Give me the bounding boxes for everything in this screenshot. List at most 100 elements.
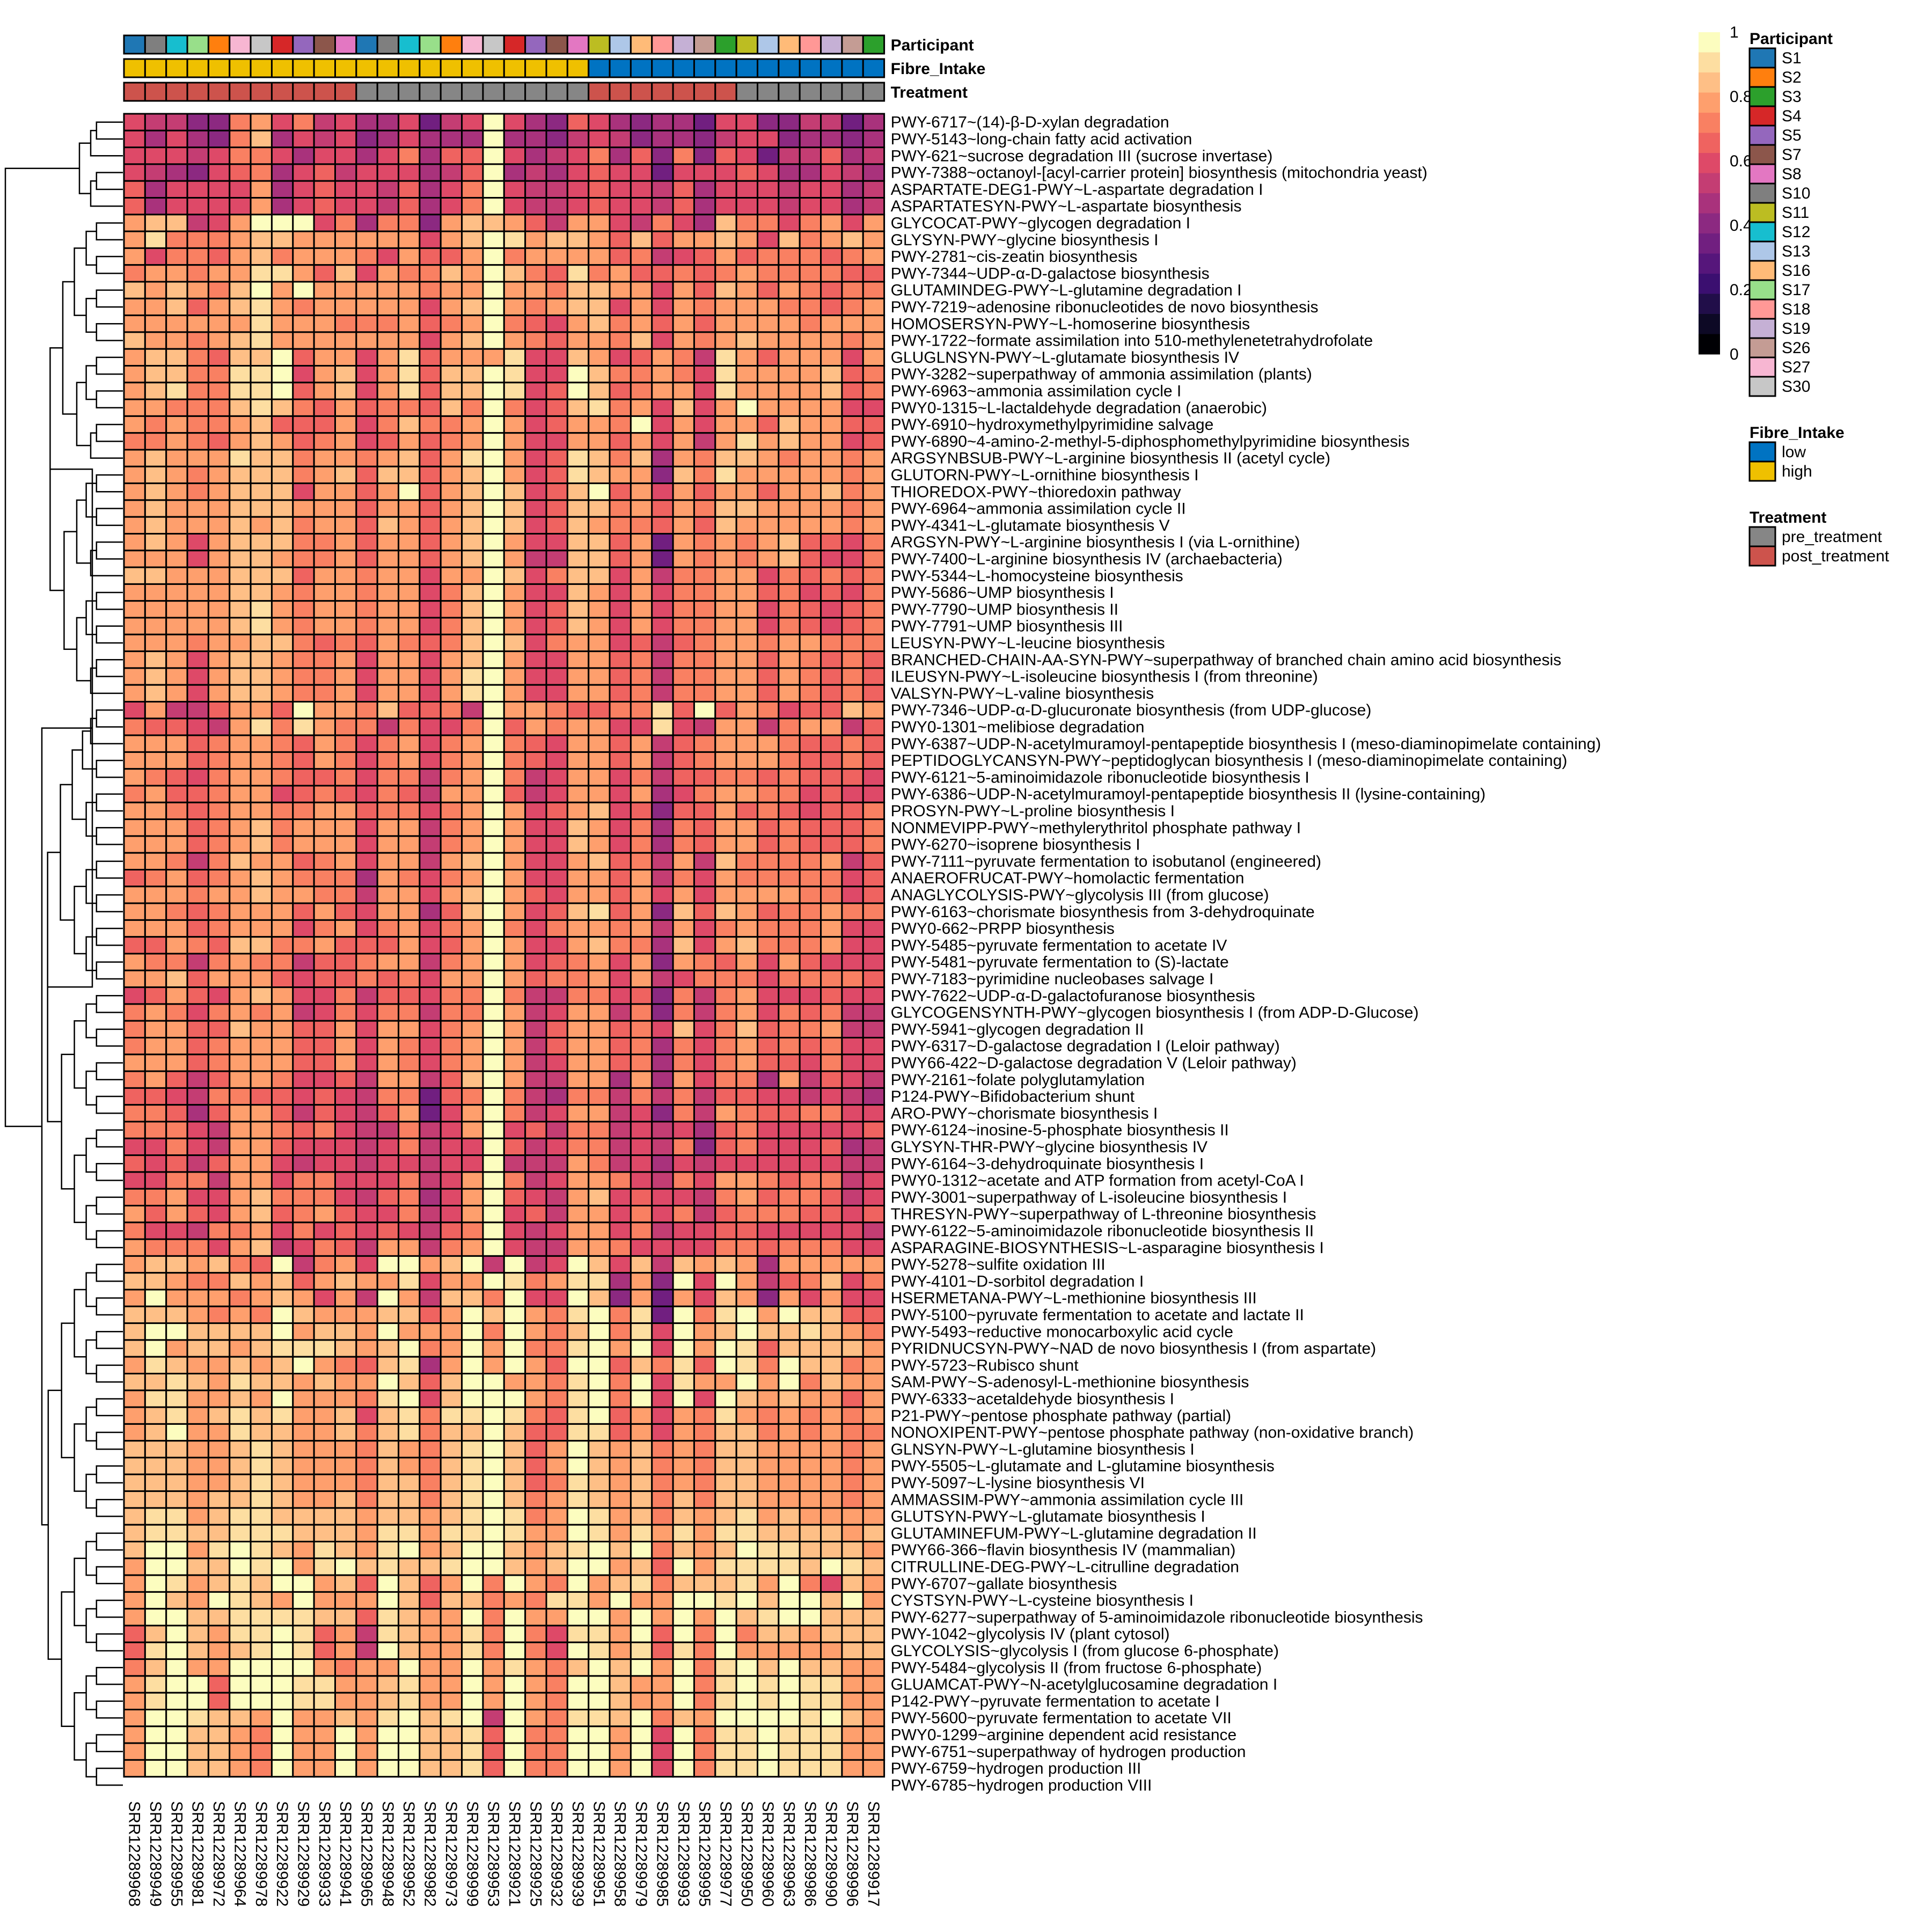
heatmap-cell	[292, 314, 315, 333]
row-label: GLUGLNSYN-PWY~L-glutamate biosynthesis I…	[891, 349, 1239, 367]
annotation-cell	[588, 82, 611, 102]
heatmap-cell	[862, 566, 885, 585]
heatmap-cell	[461, 180, 484, 199]
heatmap-cell	[799, 230, 822, 249]
heatmap-cell	[313, 617, 336, 635]
row-label: PWY-7111~pyruvate fermentation to isobut…	[891, 853, 1321, 870]
annotation-cell	[186, 34, 209, 55]
heatmap-cell	[693, 1473, 716, 1492]
heatmap-cell	[862, 1322, 885, 1341]
heatmap-cell	[440, 885, 463, 904]
column-label: SRR12289921	[506, 1801, 523, 1907]
heatmap-cell	[609, 633, 632, 653]
heatmap-cell	[714, 1541, 737, 1560]
heatmap-cell	[461, 701, 484, 720]
heatmap-cell	[503, 1171, 526, 1190]
heatmap-cell	[672, 1238, 695, 1257]
heatmap-cell	[165, 297, 188, 317]
heatmap-cell	[270, 936, 294, 955]
annotation-cell	[398, 58, 421, 78]
heatmap-cell	[250, 1423, 273, 1442]
heatmap-cell	[841, 1574, 864, 1593]
heatmap-cell	[566, 1305, 590, 1324]
heatmap-cell	[778, 1658, 801, 1677]
heatmap-cell	[270, 969, 294, 989]
heatmap-cell	[672, 432, 695, 451]
heatmap-cell	[566, 247, 590, 266]
heatmap-cell	[799, 197, 822, 216]
row-label: PWY-2161~folate polyglutamylation	[891, 1071, 1145, 1089]
heatmap-cell	[524, 314, 547, 333]
row-label: PWY0-662~PRPP biosynthesis	[891, 920, 1115, 938]
heatmap-cell	[440, 768, 463, 787]
heatmap-cell	[440, 1624, 463, 1643]
heatmap-cell	[229, 1373, 252, 1392]
heatmap-cell	[144, 1692, 167, 1710]
heatmap-cell	[165, 1305, 188, 1324]
heatmap-cell	[757, 818, 780, 837]
heatmap-cell	[820, 1154, 843, 1173]
heatmap-cell	[419, 264, 442, 283]
row-label: PWY-7400~L-arginine biosynthesis IV (arc…	[891, 550, 1283, 568]
heatmap-cell	[355, 1238, 378, 1257]
heatmap-cell	[566, 1658, 590, 1677]
annotation-cell	[714, 34, 737, 55]
row-label: ASPARTATE-DEG1-PWY~L-aspartate degradati…	[891, 181, 1263, 199]
heatmap-cell	[186, 1188, 209, 1206]
heatmap-cell	[398, 180, 421, 199]
heatmap-cell	[566, 1692, 590, 1710]
heatmap-cell	[588, 264, 611, 283]
heatmap-cell	[440, 382, 463, 400]
heatmap-cell	[799, 432, 822, 451]
heatmap-cell	[207, 650, 231, 669]
heatmap-cell	[862, 281, 885, 299]
heatmap-cell	[757, 147, 780, 165]
legend-swatch	[1748, 279, 1776, 301]
heatmap-cell	[440, 1692, 463, 1710]
heatmap-cell	[778, 533, 801, 552]
heatmap-cell	[651, 617, 674, 635]
heatmap-cell	[165, 583, 188, 602]
heatmap-cell	[398, 398, 421, 417]
heatmap-cell	[799, 1725, 822, 1744]
heatmap-cell	[376, 113, 400, 131]
heatmap-cell	[609, 1574, 632, 1593]
heatmap-cell	[229, 180, 252, 199]
heatmap-cell	[651, 986, 674, 1005]
heatmap-cell	[440, 1591, 463, 1610]
row-label: PWY-5941~glycogen degradation II	[891, 1021, 1144, 1038]
heatmap-cell	[735, 1574, 759, 1593]
heatmap-cell	[651, 1658, 674, 1677]
heatmap-cell	[250, 1507, 273, 1526]
heatmap-cell	[165, 1020, 188, 1038]
heatmap-cell	[334, 701, 357, 720]
heatmap-cell	[820, 129, 843, 149]
heatmap-cell	[250, 617, 273, 635]
heatmap-cell	[566, 902, 590, 921]
heatmap-cell	[165, 432, 188, 451]
annotation-cell	[609, 58, 632, 78]
heatmap-cell	[735, 1087, 759, 1106]
heatmap-cell	[778, 953, 801, 971]
legend-entry-label: S16	[1782, 262, 1810, 280]
heatmap-cell	[757, 1725, 780, 1744]
heatmap-cell	[313, 885, 336, 904]
heatmap-cell	[672, 566, 695, 585]
heatmap-cell	[250, 701, 273, 720]
heatmap-cell	[250, 785, 273, 803]
heatmap-cell	[270, 482, 294, 501]
heatmap-cell	[714, 398, 737, 417]
heatmap-cell	[588, 1188, 611, 1206]
heatmap-cell	[672, 1322, 695, 1341]
heatmap-cell	[609, 1070, 632, 1089]
heatmap-cell	[292, 1389, 315, 1408]
row-label: PWY-6785~hydrogen production VIII	[891, 1776, 1152, 1794]
heatmap-cell	[778, 936, 801, 955]
heatmap-cell	[270, 1053, 294, 1072]
heatmap-cell	[144, 1221, 167, 1240]
heatmap-cell	[714, 1104, 737, 1123]
heatmap-cell	[693, 432, 716, 451]
heatmap-cell	[609, 1389, 632, 1408]
heatmap-cell	[545, 1154, 568, 1173]
heatmap-cell	[461, 751, 484, 770]
